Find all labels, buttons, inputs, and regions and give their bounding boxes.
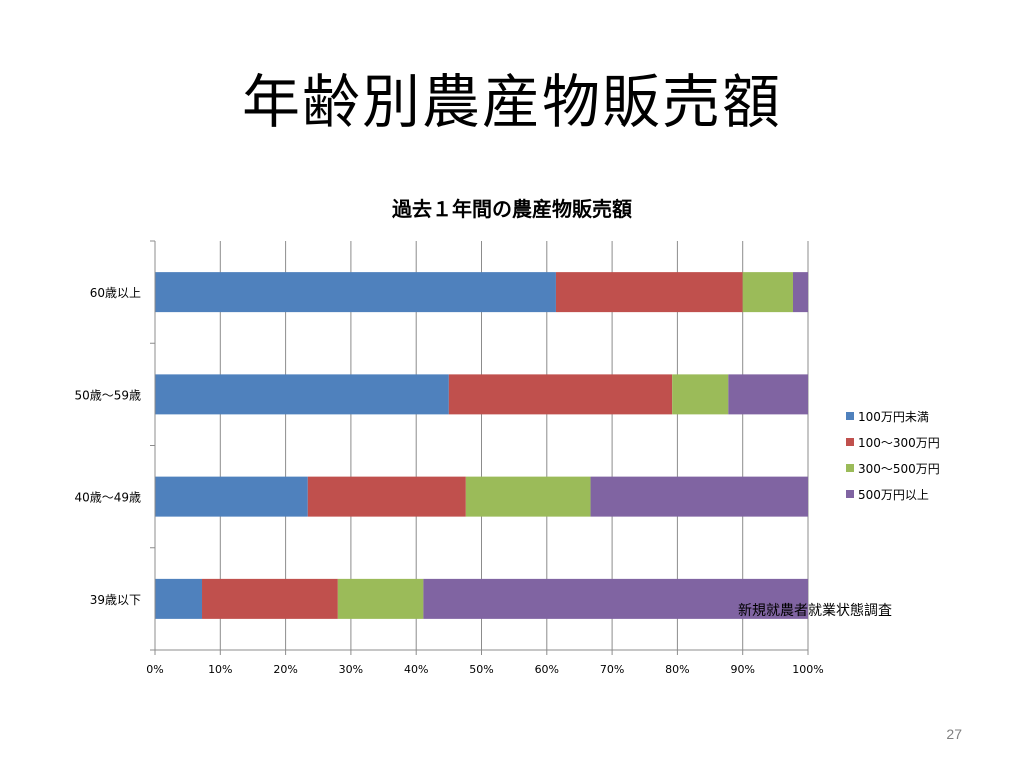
x-tick-label: 50% (469, 663, 493, 676)
x-tick-label: 20% (273, 663, 297, 676)
legend-label: 300～500万円 (858, 462, 940, 476)
legend-swatch (846, 412, 854, 420)
chart-title: 過去１年間の農産物販売額 (392, 197, 632, 221)
x-tick-label: 30% (339, 663, 363, 676)
bar-segment (423, 578, 808, 619)
slide-title: 年齢別農産物販売額 (241, 68, 782, 136)
legend-label: 500万円以上 (858, 488, 929, 502)
bar-segment (728, 374, 808, 415)
bar-segment (742, 272, 793, 313)
category-label: 40歳～49歳 (74, 491, 141, 505)
bar-segment (590, 476, 808, 517)
category-label: 50歳～59歳 (74, 388, 141, 402)
legend-swatch (846, 438, 854, 446)
bar-segment (155, 476, 308, 517)
bar-segment (792, 272, 808, 313)
legend-swatch (846, 464, 854, 472)
x-tick-label: 10% (208, 663, 232, 676)
bar-segment (465, 476, 591, 517)
x-tick-label: 0% (146, 663, 163, 676)
x-tick-label: 100% (792, 663, 823, 676)
legend-label: 100万円未満 (858, 410, 929, 424)
category-label: 60歳以上 (90, 286, 141, 300)
bar-segment (155, 272, 556, 313)
bar-segment (448, 374, 673, 415)
bar-segment (672, 374, 729, 415)
legend-label: 100～300万円 (858, 436, 940, 450)
legend-swatch (846, 490, 854, 498)
x-tick-label: 90% (730, 663, 754, 676)
x-tick-label: 60% (535, 663, 559, 676)
category-label: 39歳以下 (90, 593, 141, 607)
bar-segment (307, 476, 466, 517)
bar-segment (337, 578, 424, 619)
bar-segment (155, 374, 449, 415)
x-tick-label: 80% (665, 663, 689, 676)
x-tick-label: 70% (600, 663, 624, 676)
bar-segment (555, 272, 743, 313)
page-number: 27 (946, 726, 962, 742)
bar-segment (202, 578, 338, 619)
bar-segment (155, 578, 203, 619)
source-note: 新規就農者就業状態調査 (738, 603, 892, 619)
x-tick-label: 40% (404, 663, 428, 676)
